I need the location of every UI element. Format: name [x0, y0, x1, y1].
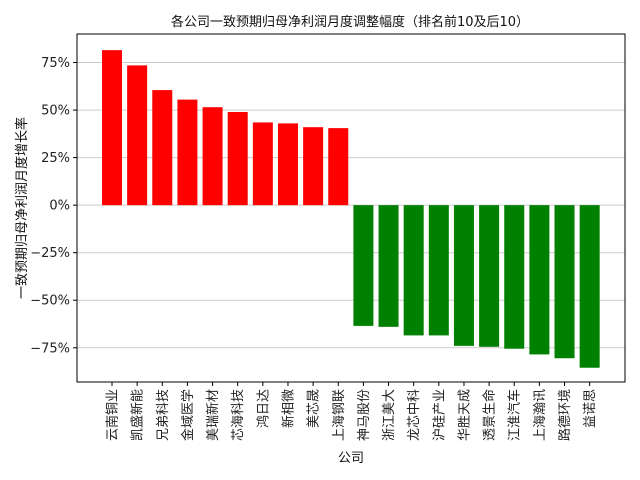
bar [554, 205, 575, 359]
y-axis-ticks: 75% 50% 25% 0% −25% −50% −75% [30, 56, 77, 356]
bar [102, 50, 122, 206]
bar [378, 205, 399, 327]
bar [227, 111, 248, 206]
bar [353, 205, 374, 326]
y-tick-label: −50% [30, 294, 70, 309]
x-tick-label: 鸿日达 [255, 389, 271, 428]
x-axis-ticks: 云南铜业 凯盛新能 兄弟科技 金域医学 美瑞新材 芯海科技 鸿日达 新相微 美芯晟 上海钢联 神马股… [105, 382, 598, 441]
bar [252, 122, 273, 206]
y-tick-label: −75% [30, 341, 70, 356]
bars [102, 50, 600, 368]
y-tick-label: 0% [49, 199, 70, 214]
x-tick-label: 芯海科技 [231, 389, 246, 441]
x-tick-label: 江淮汽车 [507, 389, 523, 441]
x-tick-label: 神马股份 [357, 389, 372, 441]
y-tick-label: 75% [41, 56, 70, 71]
bar [453, 205, 474, 346]
bar [504, 205, 525, 349]
bar [277, 123, 298, 206]
bar [479, 205, 500, 347]
bar [127, 65, 148, 206]
bar [529, 205, 550, 355]
x-tick-label: 美瑞新材 [205, 389, 221, 441]
bar [177, 99, 198, 206]
x-tick-label: 美芯晟 [307, 389, 322, 428]
x-tick-label: 上海钢联 [332, 389, 347, 441]
bar [428, 205, 449, 336]
bar [579, 205, 600, 368]
y-tick-label: 25% [41, 151, 70, 166]
x-tick-label: 益诺思 [583, 389, 598, 428]
x-tick-label: 兄弟科技 [156, 389, 171, 441]
x-tick-label: 上海瀚讯 [533, 389, 548, 441]
y-tick-label: −25% [30, 246, 70, 261]
x-tick-label: 新相微 [280, 389, 296, 428]
x-tick-label: 沪硅产业 [431, 389, 447, 441]
x-tick-label: 华胜天成 [457, 389, 472, 441]
x-tick-label: 龙芯中科 [407, 389, 422, 441]
bar [328, 128, 349, 206]
bar [303, 127, 324, 206]
bar [202, 107, 223, 206]
bar [152, 90, 173, 206]
x-tick-label: 浙江美大 [382, 389, 397, 441]
plot-frame [76, 33, 626, 383]
x-tick-label: 透景生命 [482, 389, 498, 441]
x-tick-label: 凯盛新能 [130, 389, 146, 441]
y-tick-label: 50% [41, 104, 70, 119]
x-tick-label: 云南铜业 [105, 389, 121, 441]
x-axis-label: 公司 [338, 451, 364, 466]
x-tick-label: 路德环境 [557, 389, 573, 441]
y-axis-label: 一致预期归母净利润月度增长率 [14, 117, 30, 299]
x-tick-label: 金域医学 [180, 389, 196, 441]
chart-title: 各公司一致预期归母净利润月度调整幅度（排名前10及后10） [171, 14, 529, 30]
bar [403, 205, 424, 336]
